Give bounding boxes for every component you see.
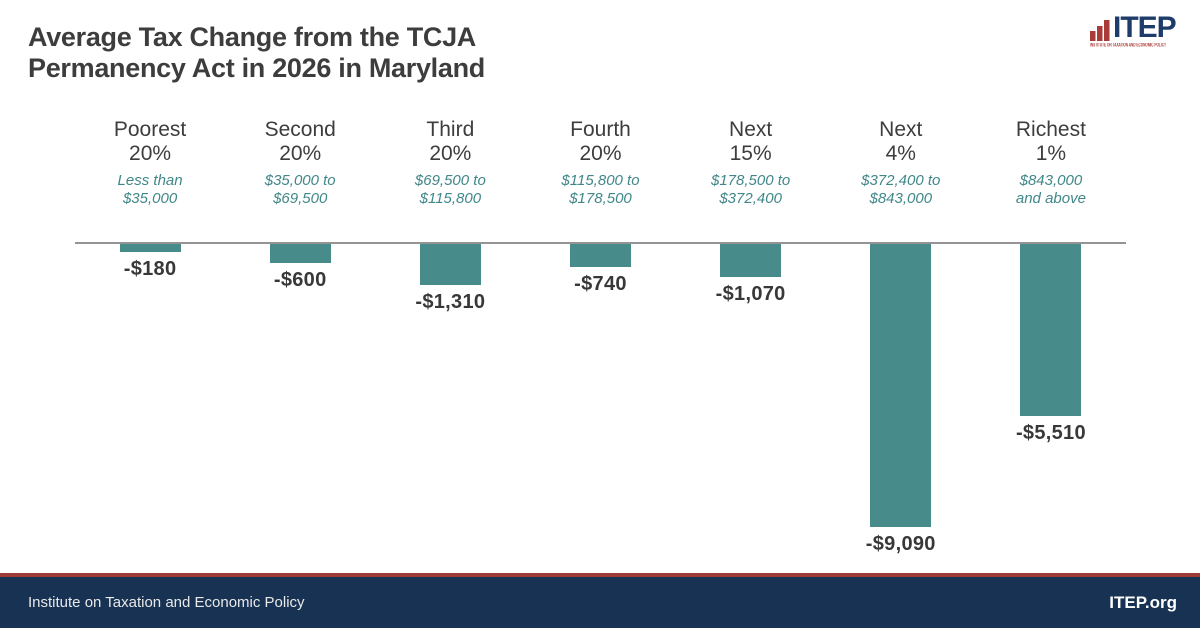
footer-bar: Institute on Taxation and Economic Polic… bbox=[0, 577, 1200, 628]
category-label: Next 4% bbox=[879, 118, 923, 165]
bar bbox=[419, 244, 481, 285]
footer-site-link[interactable]: ITEP.org bbox=[1109, 592, 1177, 612]
income-range-label: Less than $35,000 bbox=[117, 172, 183, 207]
footer-org-text: Institute on Taxation and Economic Polic… bbox=[28, 594, 305, 611]
bar-value-label: -$600 bbox=[273, 269, 327, 291]
logo-caption: INSTITUTE ON TAXATION AND ECONOMIC POLIC… bbox=[1090, 43, 1167, 49]
category-label: Poorest 20% bbox=[113, 118, 187, 165]
chart-column: Third 20% $69,500 to $115,800 bbox=[375, 118, 525, 208]
bar-chart: Poorest 20% Less than $35,000 Second 20% $35,0… bbox=[75, 118, 1126, 568]
bar-value-label: -$9,090 bbox=[865, 533, 936, 555]
title-line-2: Permanency Act in 2026 in Maryland bbox=[28, 53, 485, 83]
logo-row: ITEP bbox=[1090, 11, 1182, 44]
bar bbox=[269, 244, 331, 263]
income-range-label: $843,000 and above bbox=[1015, 172, 1086, 207]
page-title: Average Tax Change from the TCJA Permane… bbox=[28, 22, 485, 84]
bar bbox=[720, 244, 782, 277]
bar-value-label: -$5,510 bbox=[1015, 422, 1086, 444]
bar-value-label: -$180 bbox=[123, 258, 177, 280]
bar bbox=[1020, 244, 1082, 416]
plot-area: -$180 -$600 -$1,310 -$740 -$1,070 -$9,090 -$5,… bbox=[75, 118, 1126, 568]
category-label: Second 20% bbox=[264, 118, 336, 165]
chart-column: Richest 1% $843,000 and above bbox=[976, 118, 1126, 208]
chart-column: Next 15% $178,500 to $372,400 bbox=[676, 118, 826, 208]
title-line-1: Average Tax Change from the TCJA bbox=[28, 22, 477, 52]
income-range-label: $372,400 to $843,000 bbox=[861, 172, 941, 207]
chart-column: Next 4% $372,400 to $843,000 bbox=[826, 118, 976, 208]
bar bbox=[870, 244, 932, 527]
bar bbox=[119, 244, 181, 252]
category-label: Richest 1% bbox=[1015, 118, 1086, 165]
chart-column: Fourth 20% $115,800 to $178,500 bbox=[525, 118, 675, 208]
chart-column: Second 20% $35,000 to $69,500 bbox=[225, 118, 375, 208]
bar-value-label: -$740 bbox=[574, 273, 627, 295]
bar-chart-icon bbox=[1090, 20, 1110, 41]
column-headers: Poorest 20% Less than $35,000 Second 20% $35,0… bbox=[75, 118, 1126, 208]
logo-wordmark: ITEP bbox=[1113, 11, 1177, 44]
income-range-label: $178,500 to $372,400 bbox=[711, 172, 791, 207]
bar bbox=[570, 244, 631, 267]
income-range-label: $115,800 to $178,500 bbox=[561, 172, 640, 207]
income-range-label: $35,000 to $69,500 bbox=[264, 172, 336, 207]
category-label: Next 15% bbox=[729, 118, 773, 165]
itep-logo: ITEP INSTITUTE ON TAXATION AND ECONOMIC … bbox=[1090, 11, 1182, 49]
category-label: Third 20% bbox=[426, 118, 475, 165]
category-label: Fourth 20% bbox=[570, 118, 631, 165]
bar-value-label: -$1,310 bbox=[415, 291, 486, 313]
footer-accent-line bbox=[0, 573, 1200, 577]
bar-value-label: -$1,070 bbox=[715, 283, 786, 305]
income-range-label: $69,500 to $115,800 bbox=[414, 172, 486, 207]
axis-baseline bbox=[75, 242, 1126, 244]
chart-column: Poorest 20% Less than $35,000 bbox=[75, 118, 225, 208]
